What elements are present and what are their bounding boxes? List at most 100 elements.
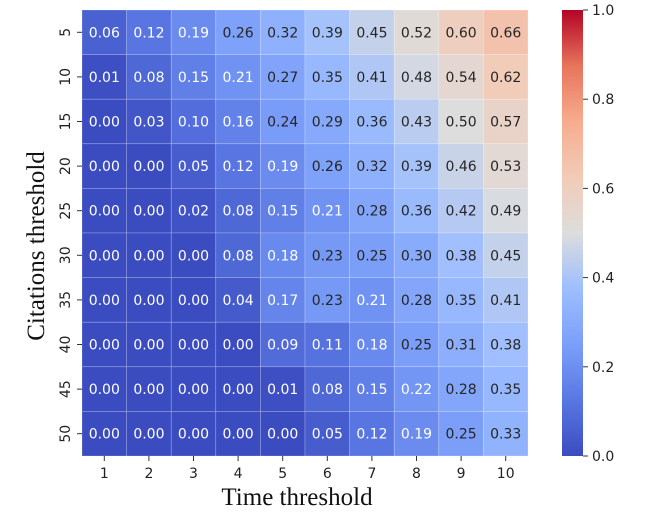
- cell-value-label: 0.19: [178, 25, 209, 41]
- cell-value-label: 0.60: [446, 25, 477, 41]
- heatmap-cell: [483, 188, 529, 234]
- cell-value-label: 0.57: [490, 115, 521, 131]
- heatmap-cell: [349, 411, 395, 457]
- heatmap-cell: [170, 9, 217, 55]
- cell-value-label: 0.00: [133, 159, 164, 175]
- y-tick-label: 45: [58, 380, 74, 398]
- heatmap-cell: [483, 411, 529, 457]
- x-axis-ticks: 1 2 3 4 5 6 7 8 9 10: [100, 456, 515, 482]
- cell-value-label: 0.23: [312, 248, 343, 264]
- heatmap-cell: [349, 188, 395, 234]
- cell-value-label: 0.25: [401, 338, 432, 354]
- x-tick-label: 7: [367, 466, 376, 482]
- cell-value-label: 0.53: [490, 159, 521, 175]
- cell-value-label: 0.28: [356, 204, 387, 220]
- heatmap-cell: [349, 277, 395, 323]
- heatmap-cell: [215, 277, 261, 323]
- cell-value-label: 0.32: [356, 159, 387, 175]
- cell-value-label: 0.12: [133, 25, 164, 41]
- heatmap-cell: [260, 143, 306, 189]
- colorbar-tick-label: 0.6: [592, 181, 614, 197]
- cell-value-label: 0.08: [312, 382, 343, 398]
- cell-value-label: 0.26: [223, 25, 254, 41]
- heatmap-cell: [260, 9, 306, 55]
- cell-value-label: 0.00: [89, 248, 120, 264]
- heatmap-cell: [126, 411, 172, 457]
- cell-value-label: 0.26: [312, 159, 343, 175]
- heatmap-cell: [438, 54, 484, 100]
- cell-value-label: 0.41: [356, 70, 387, 86]
- heatmap-cells: 0.06 0.12 0.19 0.26 0.32 0.39 0.45 0.52 0.60 0.66…: [81, 9, 529, 457]
- heatmap-cell: [304, 232, 350, 278]
- cell-value-label: 0.49: [490, 204, 521, 220]
- cell-value-label: 0.19: [267, 159, 298, 175]
- cell-value-label: 0.00: [89, 115, 120, 131]
- cell-value-label: 0.00: [89, 159, 120, 175]
- cell-value-label: 0.02: [178, 204, 209, 220]
- cell-value-label: 0.28: [446, 382, 477, 398]
- cell-value-label: 0.00: [178, 427, 209, 443]
- cell-value-label: 0.22: [401, 382, 432, 398]
- heatmap-cell: [126, 188, 172, 234]
- cell-value-label: 0.15: [178, 70, 209, 86]
- cell-value-label: 0.00: [133, 427, 164, 443]
- x-tick-label: 1: [100, 466, 109, 482]
- heatmap-cell: [126, 9, 172, 55]
- heatmap-cell: [81, 98, 127, 145]
- cell-value-label: 0.00: [133, 204, 164, 220]
- heatmap-cell: [170, 54, 217, 100]
- heatmap-cell: [349, 98, 395, 145]
- cell-value-label: 0.21: [312, 204, 343, 220]
- heatmap-cell: [126, 54, 172, 100]
- cell-value-label: 0.45: [490, 248, 521, 264]
- y-tick-label: 50: [58, 425, 74, 443]
- y-axis-title: Citations threshold: [23, 151, 50, 341]
- y-tick-label: 15: [58, 113, 74, 131]
- cell-value-label: 0.31: [446, 338, 477, 354]
- cell-value-label: 0.45: [356, 25, 387, 41]
- cell-value-label: 0.32: [267, 25, 298, 41]
- heatmap-cell: [393, 321, 440, 368]
- heatmap-cell: [260, 366, 306, 412]
- colorbar-gradient: [562, 10, 583, 456]
- cell-value-label: 0.62: [490, 70, 521, 86]
- heatmap-cell: [81, 411, 127, 457]
- cell-value-label: 0.00: [267, 427, 298, 443]
- heatmap-cell: [81, 143, 127, 189]
- cell-value-label: 0.00: [223, 382, 254, 398]
- heatmap-cell: [438, 321, 484, 368]
- cell-value-label: 0.00: [133, 293, 164, 309]
- cell-value-label: 0.27: [267, 70, 298, 86]
- cell-value-label: 0.09: [267, 338, 298, 354]
- heatmap-cell: [170, 98, 217, 145]
- cell-value-label: 0.28: [401, 293, 432, 309]
- x-tick-label: 4: [234, 466, 243, 482]
- cell-value-label: 0.04: [223, 293, 254, 309]
- colorbar: 0.0 0.2 0.4 0.6 0.8 1.0: [562, 3, 614, 465]
- x-tick-label: 2: [144, 466, 153, 482]
- heatmap-cell: [215, 366, 261, 412]
- cell-value-label: 0.01: [267, 382, 298, 398]
- heatmap-cell: [438, 143, 484, 189]
- heatmap-cell: [81, 232, 127, 278]
- cell-value-label: 0.00: [178, 338, 209, 354]
- colorbar-ticks: 0.0 0.2 0.4 0.6 0.8 1.0: [583, 3, 614, 465]
- cell-value-label: 0.35: [446, 293, 477, 309]
- heatmap-cell: [393, 188, 440, 234]
- heatmap-cell: [304, 277, 350, 323]
- heatmap-cell: [438, 366, 484, 412]
- cell-value-label: 0.05: [312, 427, 343, 443]
- heatmap-cell: [304, 188, 350, 234]
- y-tick-label: 25: [58, 202, 74, 220]
- x-tick-label: 8: [412, 466, 421, 482]
- cell-value-label: 0.00: [223, 338, 254, 354]
- heatmap-cell: [215, 411, 261, 457]
- heatmap-cell: [349, 366, 395, 412]
- heatmap-cell: [483, 98, 529, 145]
- heatmap-cell: [170, 143, 217, 189]
- heatmap-cell: [260, 188, 306, 234]
- cell-value-label: 0.30: [401, 248, 432, 264]
- heatmap-cell: [393, 54, 440, 100]
- cell-value-label: 0.00: [133, 338, 164, 354]
